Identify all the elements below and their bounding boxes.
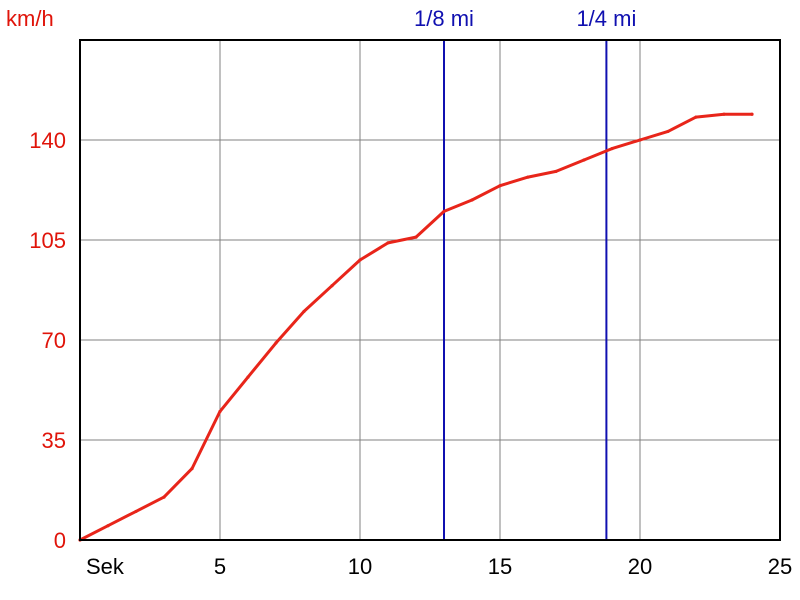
speed-data-point	[470, 198, 474, 202]
x-tick-label: 20	[628, 554, 652, 579]
distance-marker-label: 1/8 mi	[414, 6, 474, 31]
y-tick-label: 0	[54, 528, 66, 553]
grid	[80, 40, 780, 540]
speed-data-point	[330, 284, 334, 288]
y-tick-label: 105	[29, 228, 66, 253]
speed-data-point	[274, 341, 278, 345]
speed-data-point	[554, 169, 558, 174]
speed-data-point	[442, 209, 446, 214]
y-tick-label: 35	[42, 428, 66, 453]
x-tick-label: 5	[214, 554, 226, 579]
speed-data-point	[722, 112, 726, 116]
x-axis-label: Sek	[86, 554, 125, 579]
speed-data-point	[106, 524, 110, 528]
speed-data-point	[134, 509, 138, 514]
x-tick-label: 15	[488, 554, 512, 579]
speed-data-point	[610, 146, 614, 151]
x-tick-label: 10	[348, 554, 372, 579]
x-tick-label: 25	[768, 554, 792, 579]
speed-data-point	[750, 112, 754, 116]
speed-data-point	[246, 375, 250, 379]
speed-data-point	[498, 184, 502, 188]
speed-data-point	[162, 495, 166, 499]
distance-markers	[443, 40, 608, 540]
speed-data-point	[694, 115, 698, 119]
plot-frame	[79, 39, 781, 541]
speed-data-point	[526, 175, 530, 179]
speed-data-point	[666, 129, 670, 134]
speed-data-point	[386, 241, 390, 245]
speed-data-point	[218, 409, 222, 414]
y-tick-label: 70	[42, 328, 66, 353]
speed-data-point	[302, 309, 306, 314]
y-tick-label: 140	[29, 128, 66, 153]
speed-data-point	[414, 235, 418, 239]
speed-data-point	[638, 138, 642, 142]
labels: km/h Sek 5 10 15 20 25 0 35 70 105 140 1/8 mi 1/4 m…	[6, 6, 792, 579]
y-axis-label: km/h	[6, 6, 54, 31]
speed-data-point	[582, 158, 586, 162]
distance-marker-label: 1/4 mi	[576, 6, 636, 31]
speed-data-point	[190, 466, 194, 471]
speed-data-point	[358, 258, 362, 262]
